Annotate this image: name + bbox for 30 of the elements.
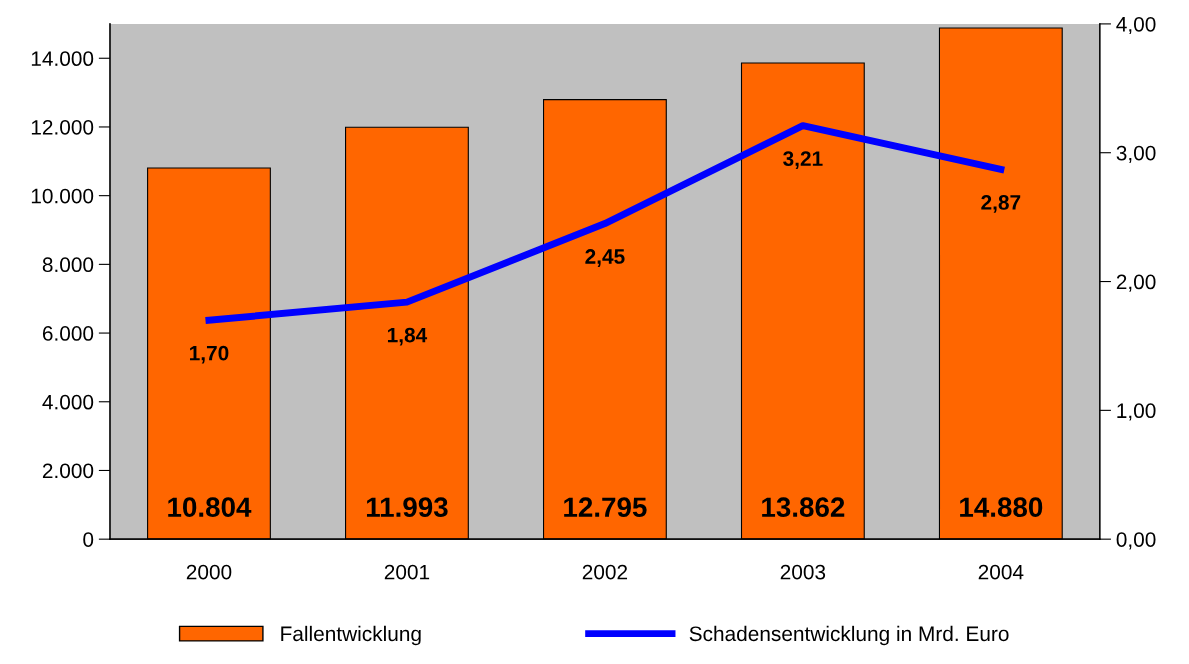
- data-label: 2,45: [585, 249, 625, 267]
- y2-tick-label: 0,00: [1116, 532, 1156, 550]
- y2-tick-label: 2,00: [1116, 274, 1156, 292]
- y-tick-label: 14.000: [31, 51, 94, 67]
- data-label: 10.804: [168, 497, 252, 518]
- y-tick-label: 10.000: [31, 188, 94, 204]
- data-label: 1,84: [387, 327, 428, 346]
- x-tick-label: 2003: [780, 564, 826, 580]
- y-tick-label: 2.000: [42, 463, 94, 479]
- data-label: 14.880: [960, 497, 1043, 518]
- data-label: 13.862: [762, 497, 845, 518]
- y-tick-label: 0: [83, 532, 94, 547]
- legend-label: Fallentwicklung: [281, 625, 421, 646]
- y2-tick-label: 4,00: [1116, 16, 1156, 35]
- y2-tick-label: 3,00: [1116, 145, 1156, 163]
- y-tick-label: 6.000: [42, 326, 94, 341]
- data-label: 1,70: [190, 345, 229, 364]
- data-label: 2,87: [981, 195, 1021, 213]
- legend-label: Schadensentwicklung in Mrd. Euro: [689, 625, 1009, 646]
- x-tick-label: 2001: [384, 564, 430, 580]
- y-tick-label: 12.000: [31, 119, 94, 135]
- x-tick-label: 2002: [582, 564, 628, 580]
- data-label: 3,21: [783, 151, 823, 169]
- y2-tick-label: 1,00: [1117, 403, 1156, 421]
- data-label: 12.795: [564, 497, 647, 518]
- y-tick-label: 4.000: [42, 394, 94, 410]
- x-tick-label: 2000: [186, 564, 232, 580]
- y-tick-label: 8.000: [42, 257, 94, 273]
- data-label: 11.993: [366, 497, 448, 518]
- x-tick-label: 2004: [978, 564, 1024, 580]
